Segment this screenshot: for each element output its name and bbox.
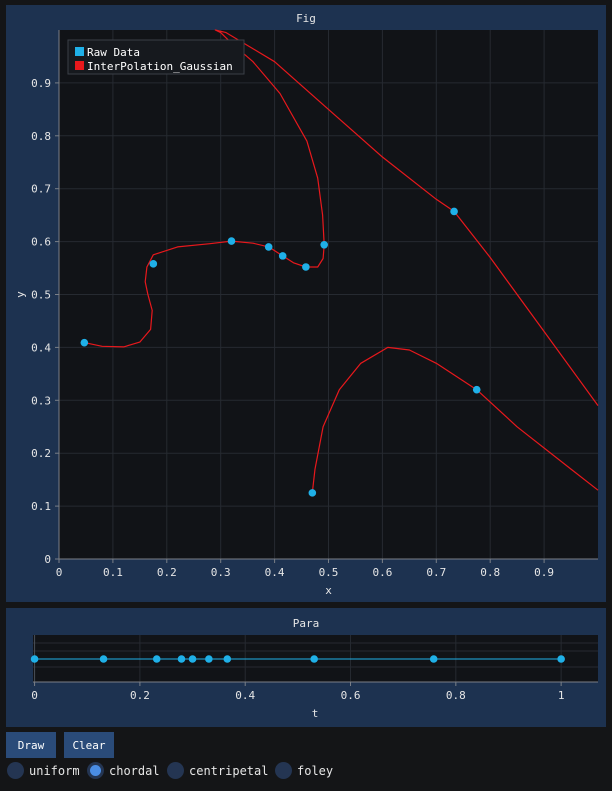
radio-uniform[interactable]: uniform xyxy=(7,762,80,779)
radio-uniform-label: uniform xyxy=(29,763,80,778)
radio-chordal-indicator[interactable] xyxy=(87,762,104,779)
radio-foley-indicator[interactable] xyxy=(275,762,292,779)
fig-title: Fig xyxy=(296,12,316,25)
draw-button[interactable]: Draw xyxy=(6,732,56,758)
radio-centripetal[interactable]: centripetal xyxy=(167,762,268,779)
radio-centripetal-label: centripetal xyxy=(189,763,269,778)
radio-uniform-indicator[interactable] xyxy=(7,762,24,779)
para-panel: Para xyxy=(6,608,606,727)
radio-chordal-label: chordal xyxy=(109,763,160,778)
radio-centripetal-indicator[interactable] xyxy=(167,762,184,779)
para-title: Para xyxy=(292,617,320,630)
radio-foley-label: foley xyxy=(297,763,334,778)
radio-chordal[interactable]: chordal xyxy=(87,762,160,779)
clear-button[interactable]: Clear xyxy=(64,732,114,758)
fig-panel: Fig xyxy=(6,5,606,602)
radio-foley[interactable]: foley xyxy=(275,762,333,779)
